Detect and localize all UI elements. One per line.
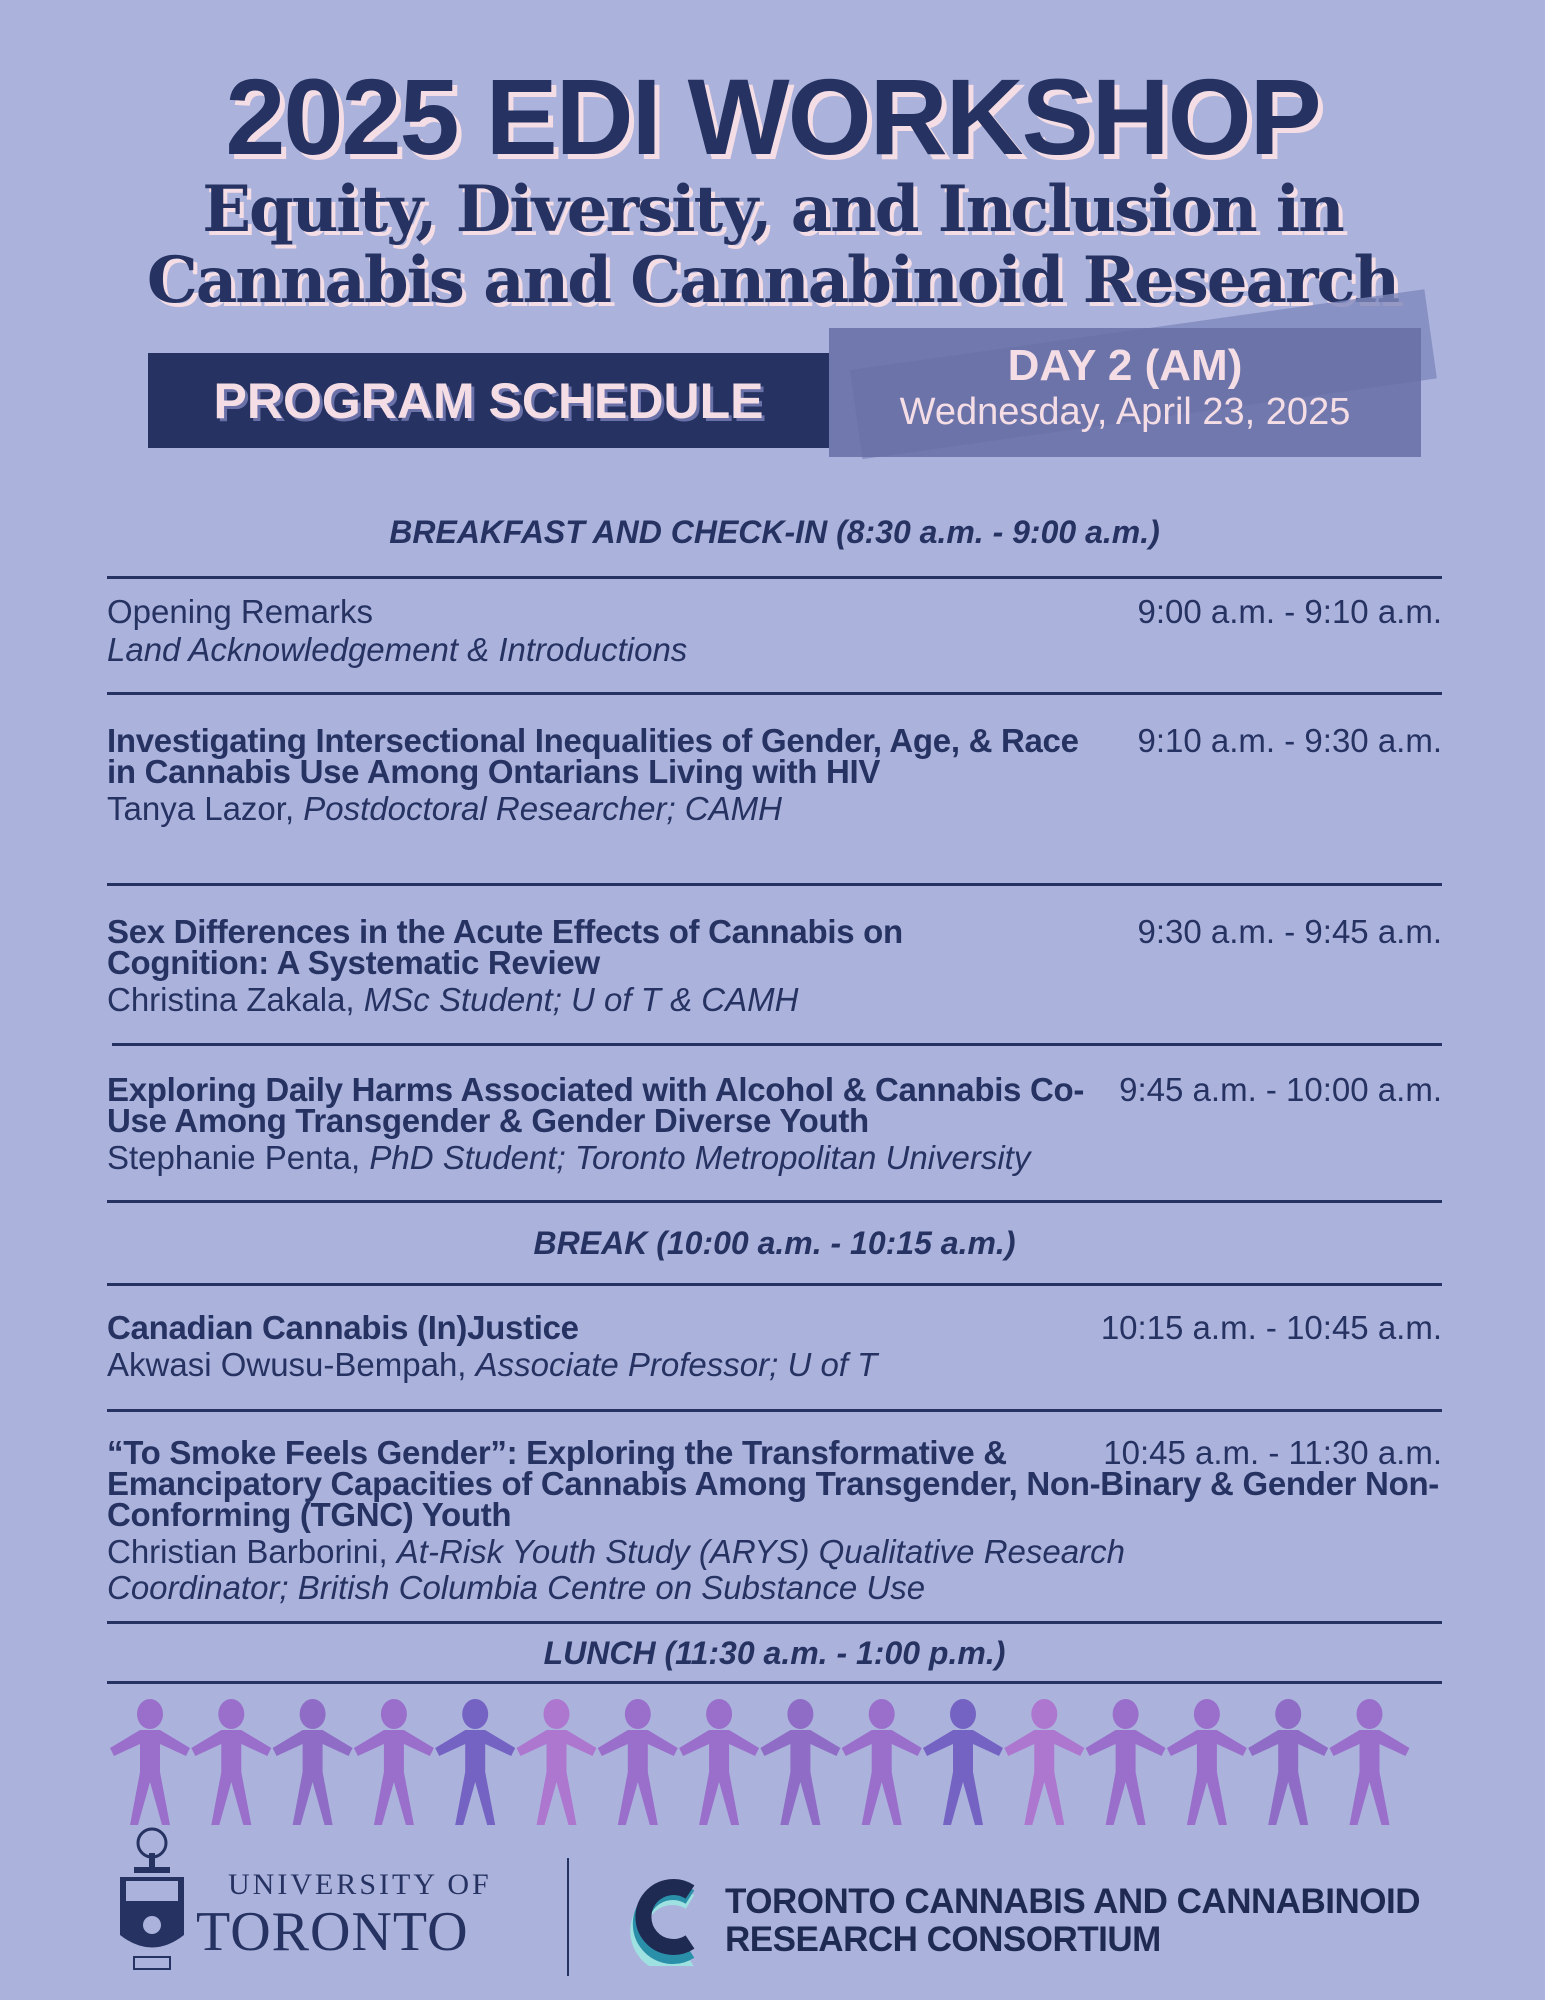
talk-title: Investigating Intersectional Inequalitie… <box>107 722 1079 790</box>
person-figure <box>923 1699 1003 1825</box>
person-figure <box>272 1699 353 1825</box>
person-figure <box>1166 1699 1247 1825</box>
day-box: DAY 2 (AM) Wednesday, April 23, 2025 <box>829 328 1421 457</box>
talk-speaker: Akwasi Owusu-Bempah, <box>107 1346 467 1383</box>
talk-time: 10:45 a.m. - 11:30 a.m. <box>1103 1434 1442 1471</box>
divider <box>107 1200 1442 1203</box>
program-schedule-label: PROGRAM SCHEDULE <box>213 372 764 429</box>
talk-role: PhD Student; Toronto Metropolitan Univer… <box>369 1139 1031 1176</box>
uoft-line1: UNIVERSITY OF <box>228 1868 492 1901</box>
talk-time: 9:30 a.m. - 9:45 a.m. <box>1137 913 1442 950</box>
tccrc-logo-text: TORONTO CANNABIS AND CANNABINOID RESEARC… <box>725 1882 1421 1959</box>
person-figure <box>597 1699 678 1825</box>
university-of-toronto-logo: UNIVERSITY OF TORONTO <box>196 1868 492 1962</box>
workshop-title: 2025 EDI WORKSHOP <box>225 56 1321 177</box>
day-label: DAY 2 (AM) <box>1007 341 1243 390</box>
talk-role: Postdoctoral Researcher; CAMH <box>303 790 782 827</box>
person-figure <box>760 1699 841 1825</box>
talk-role: At-Risk Youth Study (ARYS) Qualitative R… <box>107 1533 1125 1606</box>
person-figure <box>1004 1699 1085 1825</box>
divider <box>107 692 1442 695</box>
person-figure <box>435 1699 516 1825</box>
logo-divider <box>567 1858 569 1976</box>
divider <box>107 1283 1442 1286</box>
program-schedule-banner: PROGRAM SCHEDULE <box>148 353 829 448</box>
workshop-subtitle-line2: Cannabis and Cannabinoid Research <box>146 243 1400 318</box>
uoft-line2: TORONTO <box>196 1901 469 1963</box>
break-heading: BREAK (10:00 a.m. - 10:15 a.m.) <box>533 1225 1016 1261</box>
opening-subtitle: Land Acknowledgement & Introductions <box>107 631 688 668</box>
person-figure <box>841 1699 922 1825</box>
opening-time: 9:00 a.m. - 9:10 a.m. <box>1137 593 1442 630</box>
university-of-toronto-crest-icon <box>120 1827 184 1970</box>
person-figure <box>1329 1699 1410 1825</box>
person-figure <box>191 1699 272 1825</box>
divider <box>107 576 1442 579</box>
person-figure <box>1085 1699 1166 1825</box>
talk-role: Associate Professor; U of T <box>475 1346 878 1383</box>
talk-speaker: Christian Barborini, <box>107 1533 388 1570</box>
talk-title: “To Smoke Feels Gender”: Exploring the T… <box>107 1434 1439 1533</box>
talk-time: 9:45 a.m. - 10:00 a.m. <box>1119 1071 1442 1108</box>
tccrc-line1: TORONTO CANNABIS AND CANNABINOID <box>725 1882 1421 1921</box>
schedule-row-talk: 9:10 a.m. - 9:30 a.m. Investigating Inte… <box>107 722 1442 827</box>
talk-time: 9:10 a.m. - 9:30 a.m. <box>1137 722 1442 759</box>
divider <box>107 1409 1442 1412</box>
talk-time: 10:15 a.m. - 10:45 a.m. <box>1100 1309 1442 1346</box>
people-chain-illustration <box>110 1699 1410 1825</box>
divider <box>112 1043 1442 1046</box>
person-figure <box>516 1699 597 1825</box>
opening-title: Opening Remarks <box>107 593 373 630</box>
talk-speaker: Tanya Lazor, <box>107 790 295 827</box>
schedule-row-talk: 10:15 a.m. - 10:45 a.m. Canadian Cannabi… <box>107 1309 1442 1383</box>
divider <box>107 1681 1442 1684</box>
divider <box>107 883 1442 886</box>
person-figure <box>353 1699 434 1825</box>
talk-speaker: Stephanie Penta, <box>107 1139 361 1176</box>
talk-title: Exploring Daily Harms Associated with Al… <box>107 1071 1085 1139</box>
tccrc-logo-icon <box>630 1879 695 1966</box>
tccrc-line2: RESEARCH CONSORTIUM <box>725 1920 1161 1959</box>
talk-title: Canadian Cannabis (In)Justice <box>107 1309 579 1346</box>
person-figure <box>110 1699 190 1825</box>
schedule-row-talk: 9:30 a.m. - 9:45 a.m. Sex Differences in… <box>107 913 1442 1018</box>
divider <box>107 1621 1442 1624</box>
schedule-row-opening: 9:00 a.m. - 9:10 a.m. Opening Remarks La… <box>107 593 1442 669</box>
lunch-heading: LUNCH (11:30 a.m. - 1:00 p.m.) <box>543 1635 1006 1671</box>
workshop-subtitle-line1: Equity, Diversity, and Inclusion in <box>202 172 1345 247</box>
talk-title: Sex Differences in the Acute Effects of … <box>107 913 903 981</box>
talk-speaker: Christina Zakala, <box>107 981 355 1018</box>
person-figure <box>1248 1699 1329 1825</box>
breakfast-heading: BREAKFAST AND CHECK-IN (8:30 a.m. - 9:00… <box>389 514 1160 550</box>
schedule-row-talk: 9:45 a.m. - 10:00 a.m. Exploring Daily H… <box>107 1071 1442 1176</box>
person-figure <box>679 1699 760 1825</box>
talk-role: MSc Student; U of T & CAMH <box>363 981 799 1018</box>
date-label: Wednesday, April 23, 2025 <box>899 391 1351 433</box>
schedule-row-talk: 10:45 a.m. - 11:30 a.m. “To Smoke Feels … <box>107 1434 1442 1606</box>
